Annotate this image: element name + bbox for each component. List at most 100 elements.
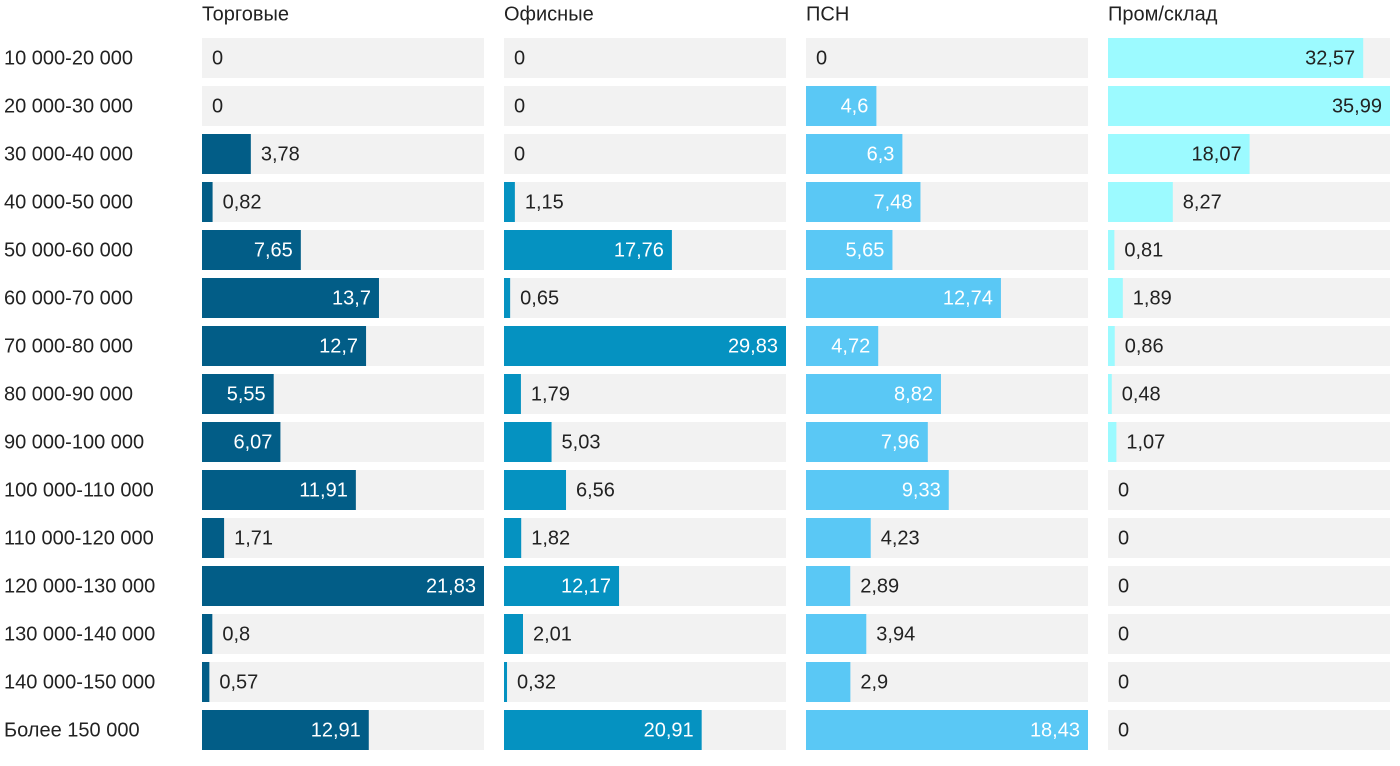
value-label: 7,48 — [874, 191, 913, 213]
value-label: 4,72 — [831, 335, 870, 357]
bar — [1108, 374, 1112, 414]
bar-background — [504, 662, 786, 702]
bar-background — [1108, 470, 1390, 510]
bar — [202, 422, 281, 462]
bar-background — [1108, 326, 1390, 366]
category-label: 110 000-120 000 — [4, 527, 154, 549]
bar — [202, 374, 274, 414]
bar-background — [202, 662, 484, 702]
value-label: 12,17 — [561, 575, 611, 597]
bar — [1108, 182, 1173, 222]
bar-background — [806, 566, 1088, 606]
value-label: 1,07 — [1126, 431, 1165, 453]
category-label: 40 000-50 000 — [4, 191, 133, 213]
category-label: 90 000-100 000 — [4, 431, 144, 453]
bar — [504, 470, 567, 510]
value-label: 0 — [816, 47, 827, 69]
bar — [202, 710, 369, 750]
category-label: 30 000-40 000 — [4, 143, 133, 165]
value-label: 0,65 — [520, 287, 559, 309]
bar — [202, 278, 379, 318]
bar — [806, 278, 1001, 318]
value-label: 32,57 — [1305, 47, 1355, 69]
value-label: 12,7 — [319, 335, 358, 357]
bar — [1108, 278, 1123, 318]
bar-background — [1108, 710, 1390, 750]
value-label: 0 — [514, 143, 525, 165]
bar-background — [806, 38, 1088, 78]
value-label: 35,99 — [1332, 95, 1382, 117]
value-label: 0 — [1118, 623, 1129, 645]
bar-background — [1108, 566, 1390, 606]
value-label: 0,82 — [223, 191, 262, 213]
value-label: 7,65 — [254, 239, 293, 261]
category-label: 130 000-140 000 — [4, 623, 155, 645]
bar-background — [1108, 614, 1390, 654]
value-label: 4,23 — [881, 527, 920, 549]
panel-title: ПСН — [806, 3, 849, 25]
bar — [1108, 134, 1250, 174]
value-label: 0,57 — [219, 671, 258, 693]
bar — [806, 230, 893, 270]
bar — [504, 614, 524, 654]
bar-background — [1108, 662, 1390, 702]
value-label: 1,82 — [531, 527, 570, 549]
value-label: 1,89 — [1133, 287, 1172, 309]
value-label: 5,03 — [562, 431, 601, 453]
bar-background — [806, 662, 1088, 702]
value-label: 0,48 — [1122, 383, 1161, 405]
bar-background — [1108, 230, 1390, 270]
bar — [504, 566, 620, 606]
value-label: 3,78 — [261, 143, 300, 165]
value-label: 0 — [212, 95, 223, 117]
category-label: 100 000-110 000 — [4, 479, 154, 501]
category-label: 140 000-150 000 — [4, 671, 155, 693]
panel-title: Пром/склад — [1108, 3, 1218, 25]
bar-background — [504, 614, 786, 654]
bar — [1108, 326, 1115, 366]
bar — [806, 710, 1088, 750]
bar — [1108, 86, 1390, 126]
bar — [202, 662, 210, 702]
value-label: 0 — [212, 47, 223, 69]
value-label: 0 — [1118, 575, 1129, 597]
value-label: 8,27 — [1183, 191, 1222, 213]
bar — [202, 326, 367, 366]
bar — [806, 422, 928, 462]
value-label: 8,82 — [894, 383, 933, 405]
value-label: 0 — [514, 95, 525, 117]
value-label: 6,07 — [233, 431, 272, 453]
bar — [806, 566, 851, 606]
bar — [806, 374, 941, 414]
value-label: 0 — [1118, 719, 1129, 741]
value-label: 0 — [1118, 479, 1129, 501]
value-label: 29,83 — [728, 335, 778, 357]
value-label: 9,33 — [902, 479, 941, 501]
bar — [504, 230, 672, 270]
value-label: 18,07 — [1192, 143, 1242, 165]
bar-background — [1108, 374, 1390, 414]
bar — [806, 86, 877, 126]
bar-background — [202, 38, 484, 78]
value-label: 6,3 — [867, 143, 895, 165]
value-label: 11,91 — [299, 479, 348, 501]
bar — [202, 518, 225, 558]
bar-background — [504, 374, 786, 414]
value-label: 12,74 — [943, 287, 993, 309]
bar — [504, 710, 702, 750]
value-label: 1,79 — [531, 383, 570, 405]
value-label: 0,81 — [1124, 239, 1163, 261]
value-label: 5,65 — [846, 239, 885, 261]
value-label: 3,94 — [876, 623, 915, 645]
bar — [1108, 422, 1117, 462]
value-label: 0 — [514, 47, 525, 69]
bar — [806, 470, 949, 510]
bar-background — [504, 278, 786, 318]
value-label: 6,56 — [576, 479, 615, 501]
category-label: Более 150 000 — [4, 719, 140, 741]
value-label: 1,71 — [234, 527, 273, 549]
bar-background — [504, 38, 786, 78]
value-label: 2,9 — [860, 671, 888, 693]
bar-background — [202, 86, 484, 126]
